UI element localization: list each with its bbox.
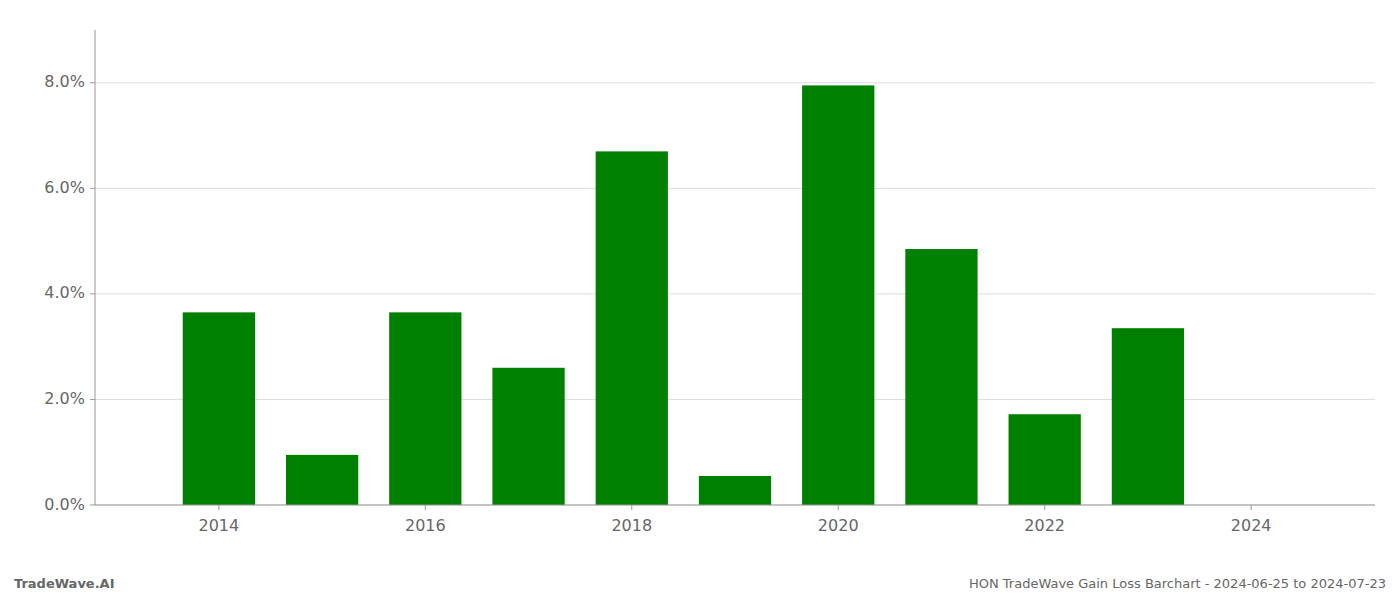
bar xyxy=(596,151,668,505)
x-tick-label: 2022 xyxy=(1024,516,1065,535)
grid-line xyxy=(95,188,1375,189)
x-tick xyxy=(1251,505,1252,510)
bar xyxy=(183,312,255,505)
x-tick xyxy=(1044,505,1045,510)
y-tick-label: 0.0% xyxy=(44,495,85,514)
bar xyxy=(492,368,564,505)
x-tick-label: 2024 xyxy=(1231,516,1272,535)
bar xyxy=(1009,414,1081,505)
grid xyxy=(95,83,1375,505)
grid-line xyxy=(95,293,1375,294)
y-tick-label: 4.0% xyxy=(44,283,85,302)
x-tick xyxy=(631,505,632,510)
y-tick xyxy=(90,82,95,83)
y-tick xyxy=(90,293,95,294)
x-tick-label: 2020 xyxy=(818,516,859,535)
x-tick xyxy=(218,505,219,510)
background xyxy=(0,0,1400,600)
y-tick-label: 6.0% xyxy=(44,178,85,197)
bar xyxy=(1112,328,1184,505)
bar xyxy=(699,476,771,505)
chart-container: 0.0% 2.0% 4.0% 6.0% 8.0% 2014 2016 2018 2020 2022… xyxy=(0,0,1400,600)
y-axis-line xyxy=(95,30,96,505)
x-axis-line xyxy=(95,505,1375,506)
bar xyxy=(286,455,358,505)
y-tick xyxy=(90,188,95,189)
x-tick-label: 2014 xyxy=(199,516,240,535)
x-tick xyxy=(425,505,426,510)
x-tick-label: 2016 xyxy=(405,516,446,535)
grid-line xyxy=(95,505,1375,506)
footer-right: HON TradeWave Gain Loss Barchart - 2024-… xyxy=(969,576,1386,591)
grid-line xyxy=(95,82,1375,83)
bar xyxy=(905,249,977,505)
bars xyxy=(183,85,1184,505)
x-tick-label: 2018 xyxy=(611,516,652,535)
x-tick xyxy=(838,505,839,510)
bar xyxy=(389,312,461,505)
x-axis: 2014 2016 2018 2020 2022 2024 xyxy=(95,505,1375,535)
bar xyxy=(802,85,874,505)
y-tick-label: 2.0% xyxy=(44,389,85,408)
y-tick xyxy=(90,505,95,506)
y-tick-label: 8.0% xyxy=(44,72,85,91)
chart-svg: 0.0% 2.0% 4.0% 6.0% 8.0% 2014 2016 2018 2020 2022… xyxy=(0,0,1400,600)
y-tick xyxy=(90,399,95,400)
y-axis: 0.0% 2.0% 4.0% 6.0% 8.0% xyxy=(44,30,95,514)
footer-left: TradeWave.AI xyxy=(14,576,115,591)
